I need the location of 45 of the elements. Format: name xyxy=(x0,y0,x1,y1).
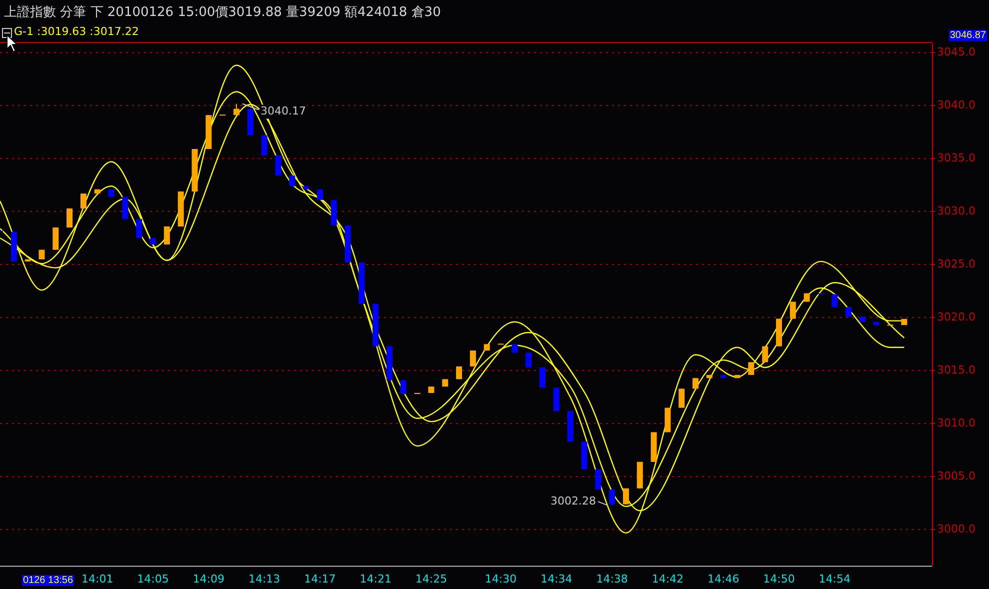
x-tick-label: 14:38 xyxy=(596,572,628,586)
x-tick-label: 14:09 xyxy=(192,572,225,586)
candlestick xyxy=(261,134,268,156)
annotation: 3040.17 xyxy=(260,104,306,118)
y-tick-label: 3020.0 xyxy=(937,310,976,324)
x-tick-label: 14:34 xyxy=(540,572,572,586)
x-tick-label: 14:21 xyxy=(360,572,392,586)
candlestick xyxy=(136,218,142,239)
x-tick-label: 14:25 xyxy=(415,572,448,586)
x-tick-label: 14:42 xyxy=(652,572,684,586)
candlestick xyxy=(164,226,170,245)
y-tick-label: 3040.0 xyxy=(937,98,976,112)
y-tick-label: 3005.0 xyxy=(937,470,976,483)
candlestick xyxy=(553,387,560,412)
chart-title: 上證指數 分筆 下 20100126 15:00價3019.88 量39209 額424018 倉30 xyxy=(4,4,441,21)
candlestick xyxy=(52,227,59,250)
candlestick xyxy=(678,388,685,408)
x-tick-label: 14:46 xyxy=(707,572,740,586)
candlestick xyxy=(790,301,796,320)
x-tick-label: 14:50 xyxy=(763,572,795,586)
y-tick-label: 3045.0 xyxy=(937,45,976,58)
x-tick-label: 14:13 xyxy=(248,572,280,586)
candlestick xyxy=(526,352,532,368)
candlestick xyxy=(595,468,602,490)
text: 3046.87 xyxy=(948,30,987,41)
annotation: 3002.28 xyxy=(550,494,596,508)
y-tick-label: 3025.0 xyxy=(937,257,976,270)
x-tick-label: 14:17 xyxy=(304,572,336,586)
candlestick xyxy=(622,488,629,505)
x-tick-label: 14:54 xyxy=(818,572,850,586)
candlestick xyxy=(609,488,616,506)
x-tick-label: 14:01 xyxy=(82,572,114,586)
y-tick-label: 3015.0 xyxy=(937,364,976,377)
y-tick-label: 3010.0 xyxy=(937,416,976,430)
candlestick xyxy=(80,193,86,209)
candlestick xyxy=(400,380,406,395)
y-tick-label: 3000.0 xyxy=(937,522,976,536)
x-tick-label: 14:05 xyxy=(137,572,169,586)
y-tick-label: 3030.0 xyxy=(937,204,976,218)
candlestick xyxy=(748,362,754,376)
y-tick-label: 3035.0 xyxy=(937,151,976,164)
x-tick-label: 14:30 xyxy=(484,572,517,586)
candlestick xyxy=(470,350,476,367)
text: 0126 13:56 xyxy=(22,575,74,586)
chart-subtitle: G-1 :3019.63 :3017.22 xyxy=(14,25,139,38)
